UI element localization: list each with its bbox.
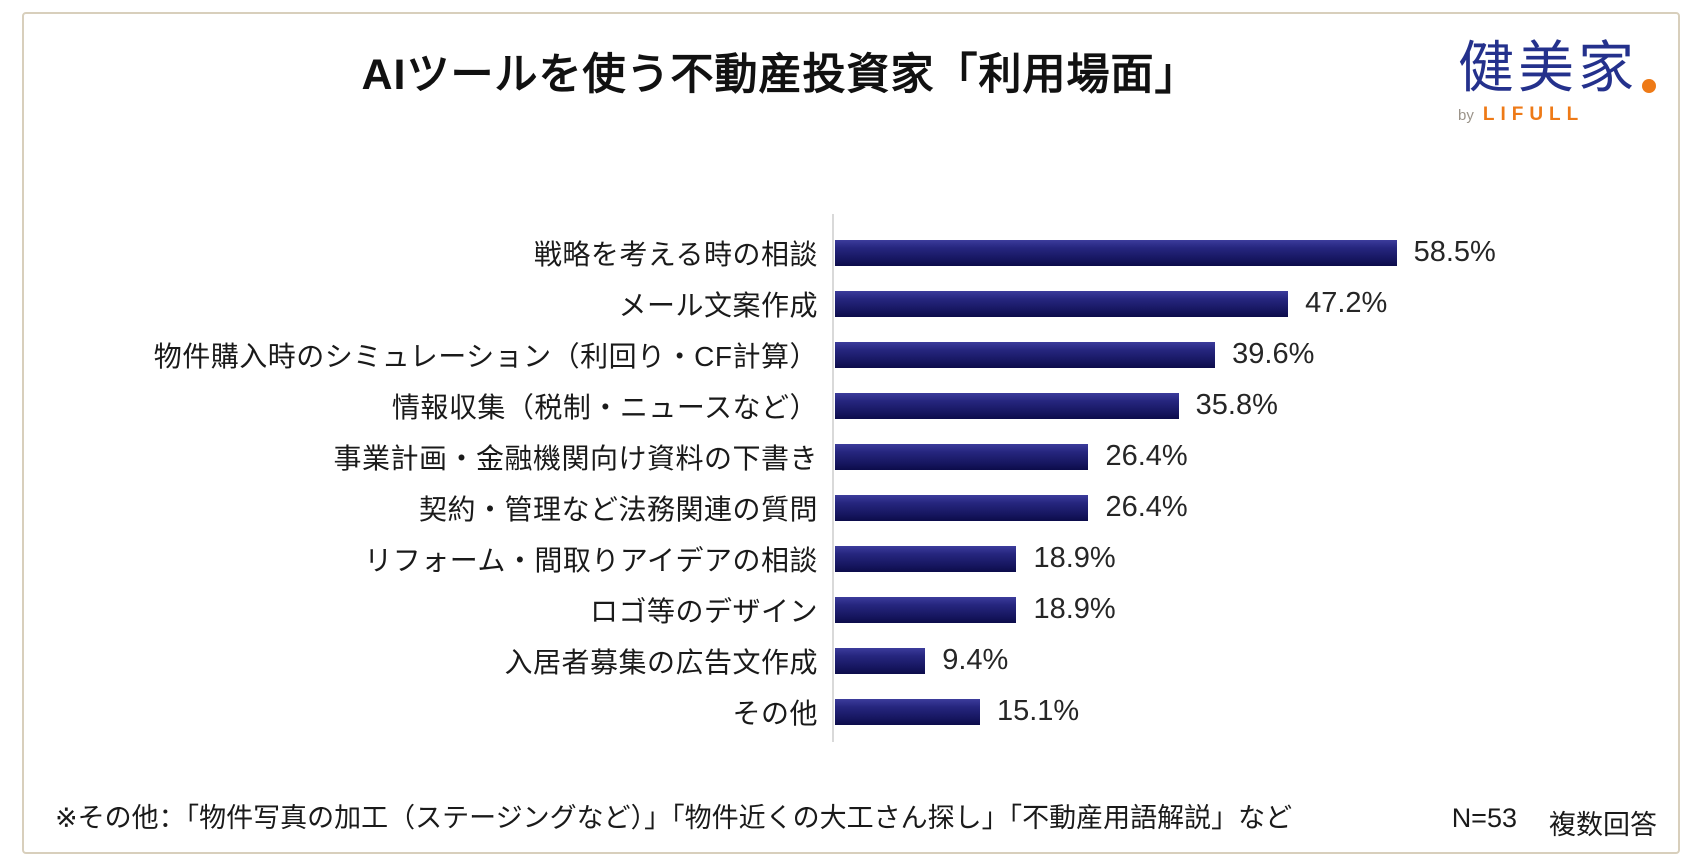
logo-brand-text: 健美家 (1458, 36, 1638, 99)
value-label: 26.4% (1105, 491, 1188, 523)
category-label: 情報収集（税制・ニュースなど） (391, 391, 818, 423)
logo-company-text: LIFULL (1482, 104, 1585, 125)
logo-by-text: by (1458, 107, 1474, 124)
category-label: 戦略を考える時の相談 (533, 238, 818, 270)
category-label: 物件購入時のシミュレーション（利回り・CF計算） (153, 340, 818, 372)
chart-row: 入居者募集の広告文作成 9.4% (0, 635, 1694, 686)
chart-row: 戦略を考える時の相談 58.5% (0, 227, 1694, 278)
bar (835, 443, 1089, 470)
footnote: ※その他：「物件写真の加工（ステージングなど）」「物件近くの大工さん探し」「不動… (55, 803, 1293, 833)
page-title: AIツールを使う不動産投資家「利用場面」 (361, 51, 1199, 99)
footer-meta: N=53 複数回答 (1452, 803, 1657, 842)
bar (835, 392, 1179, 419)
response-type: 複数回答 (1549, 810, 1657, 840)
chart-row: 情報収集（税制・ニュースなど） 35.8% (0, 380, 1694, 431)
bar (835, 239, 1397, 266)
category-label: 契約・管理など法務関連の質問 (418, 493, 818, 525)
logo-dot-icon (1642, 79, 1656, 93)
value-label: 35.8% (1195, 389, 1278, 421)
value-label: 26.4% (1105, 440, 1188, 472)
category-label: メール文案作成 (618, 289, 818, 321)
category-label: ロゴ等のデザイン (589, 595, 818, 627)
value-label: 15.1% (996, 695, 1080, 727)
value-label: 18.9% (1033, 593, 1116, 625)
chart-row: 契約・管理など法務関連の質問 26.4% (0, 482, 1694, 533)
value-label: 9.4% (942, 644, 1009, 676)
sample-size: N=53 (1451, 803, 1517, 833)
bar (835, 545, 1017, 572)
category-label: 入居者募集の広告文作成 (504, 646, 818, 678)
logo-by-row: by LIFULL (1458, 105, 1656, 124)
kenbiya-logo: 健美家 by LIFULL (1458, 40, 1656, 124)
chart-row: メール文案作成 47.2% (0, 278, 1694, 329)
chart-row: リフォーム・間取りアイデアの相談 18.9% (0, 533, 1694, 584)
value-label: 18.9% (1033, 542, 1116, 574)
bar-chart: 戦略を考える時の相談 58.5% メール文案作成 47.2% 物件購入時のシミュレーショ… (0, 227, 1694, 737)
logo-brand-row: 健美家 (1458, 40, 1656, 96)
category-label: 事業計画・金融機関向け資料の下書き (333, 442, 818, 474)
chart-row: 物件購入時のシミュレーション（利回り・CF計算） 39.6% (0, 329, 1694, 380)
chart-row: ロゴ等のデザイン 18.9% (0, 584, 1694, 635)
chart-row: その他 15.1% (0, 686, 1694, 737)
value-label: 39.6% (1232, 338, 1315, 370)
bar (835, 698, 980, 725)
chart-rows: 戦略を考える時の相談 58.5% メール文案作成 47.2% 物件購入時のシミュレーショ… (0, 227, 1694, 737)
value-label: 47.2% (1305, 287, 1388, 319)
bar (835, 341, 1216, 368)
bar (835, 494, 1089, 521)
category-label: リフォーム・間取りアイデアの相談 (364, 544, 818, 576)
chart-row: 事業計画・金融機関向け資料の下書き 26.4% (0, 431, 1694, 482)
category-label: その他 (732, 697, 818, 729)
footer: ※その他：「物件写真の加工（ステージングなど）」「物件近くの大工さん探し」「不動… (55, 796, 1657, 842)
bar (835, 647, 926, 674)
bar (835, 596, 1017, 623)
bar (835, 290, 1289, 317)
chart-axis-line (832, 214, 834, 742)
value-label: 58.5% (1413, 236, 1496, 268)
